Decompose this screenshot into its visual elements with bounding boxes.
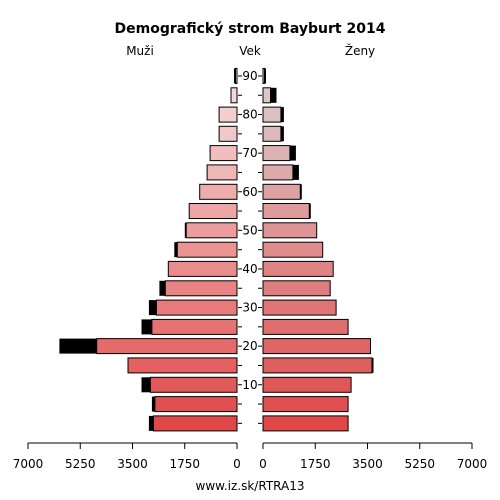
center-label-age: Vek [239, 44, 261, 58]
right-label-women: Ženy [345, 43, 375, 58]
age-tick-label: 70 [242, 146, 257, 160]
footer-source: www.iz.sk/RTRA13 [196, 479, 305, 493]
chart-title: Demografický strom Bayburt 2014 [115, 21, 386, 37]
age-tick-label: 40 [242, 262, 257, 276]
bar-male-25-29 [151, 318, 238, 335]
bar-male-excess-20-24 [59, 338, 97, 354]
age-tick-label: 90 [242, 69, 257, 83]
age-tick-label: 80 [242, 108, 257, 122]
bar-female-25-29 [262, 318, 349, 335]
bar-female-excess-85-89 [270, 87, 277, 103]
bar-female-55-59 [262, 203, 310, 219]
bar-male-80-84 [218, 106, 238, 123]
left-label-men: Muži [126, 44, 154, 58]
bar-female-excess-60-64 [300, 184, 302, 200]
age-tick-label: 10 [242, 378, 257, 392]
x-tick-label-left: 1750 [169, 457, 200, 471]
bar-male-70-74 [209, 145, 238, 162]
bar-female-0-4 [262, 415, 349, 432]
bar-female-40-44 [262, 260, 334, 277]
x-tick-label-right: 7000 [457, 457, 488, 471]
bar-male-excess-30-34 [148, 300, 157, 316]
bar-female-30-34 [262, 299, 337, 316]
bar-male-90+ [235, 67, 238, 84]
bar-male-45-49 [176, 241, 238, 258]
x-tick-label-left: 5250 [65, 457, 96, 471]
bar-female-excess-55-59 [309, 203, 311, 219]
bar-male-excess-5-9 [151, 396, 155, 412]
bar-female-35-39 [262, 280, 331, 297]
bar-female-excess-80-84 [280, 107, 284, 123]
x-tick-label-left: 3500 [117, 457, 148, 471]
bar-female-15-19 [262, 357, 373, 374]
bar-male-30-34 [155, 299, 238, 316]
bar-male-20-24 [96, 338, 238, 355]
bar-male-0-4 [152, 415, 238, 432]
bar-male-60-64 [199, 183, 238, 200]
bar-female-excess-65-69 [292, 164, 299, 180]
bar-female-5-9 [262, 396, 349, 413]
x-tick-label-right: 5250 [404, 457, 435, 471]
bar-male-excess-90+ [234, 68, 236, 84]
bar-male-excess-45-49 [174, 242, 178, 258]
age-tick-label: 60 [242, 185, 257, 199]
bar-female-75-79 [262, 125, 282, 142]
bar-male-75-79 [218, 125, 238, 142]
bar-male-excess-25-29 [141, 319, 152, 335]
bar-female-excess-90+ [264, 68, 266, 84]
bar-male-50-54 [185, 222, 238, 239]
bar-male-35-39 [164, 280, 238, 297]
age-tick-label: 30 [242, 301, 257, 315]
bar-female-excess-70-74 [289, 145, 296, 161]
bar-male-85-89 [230, 87, 238, 104]
bar-female-60-64 [262, 183, 301, 200]
bar-male-5-9 [154, 396, 238, 413]
bar-male-excess-0-4 [148, 415, 154, 431]
bar-female-excess-75-79 [280, 126, 284, 142]
bar-male-excess-50-54 [184, 222, 187, 238]
age-tick-label: 50 [242, 223, 257, 237]
x-tick-label-left: 0 [233, 457, 241, 471]
bar-male-excess-10-14 [141, 377, 151, 393]
bar-female-70-74 [262, 145, 291, 162]
bar-male-excess-35-39 [159, 280, 166, 296]
bar-female-20-24 [262, 338, 371, 355]
bar-female-85-89 [262, 87, 271, 104]
x-tick-label-left: 7000 [13, 457, 44, 471]
bar-male-40-44 [167, 260, 238, 277]
bar-female-80-84 [262, 106, 282, 123]
bar-male-55-59 [188, 203, 238, 219]
bar-male-15-19 [127, 357, 238, 374]
bar-female-65-69 [262, 164, 294, 181]
bar-female-excess-15-19 [372, 357, 374, 373]
bar-female-45-49 [262, 241, 324, 258]
age-tick-label: 20 [242, 339, 257, 353]
bar-female-90+ [262, 67, 265, 84]
bar-female-10-14 [262, 376, 352, 393]
x-tick-label-right: 0 [259, 457, 267, 471]
x-tick-label-right: 1750 [300, 457, 331, 471]
x-tick-label-right: 3500 [352, 457, 383, 471]
bar-female-50-54 [262, 222, 318, 239]
bar-male-65-69 [206, 164, 238, 181]
bar-male-10-14 [149, 376, 238, 393]
